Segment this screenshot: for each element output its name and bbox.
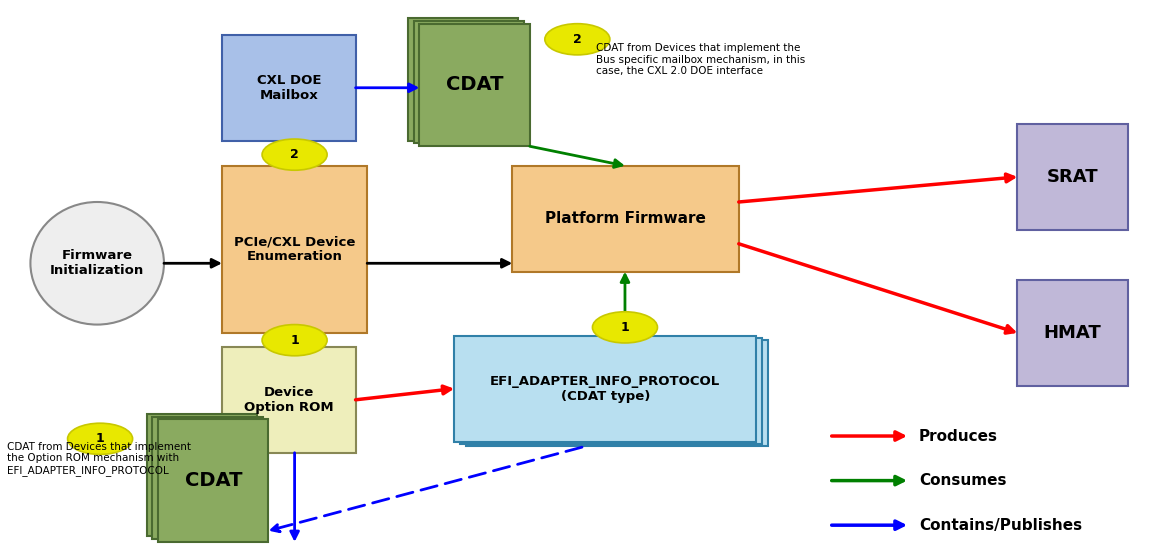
Circle shape (262, 325, 327, 356)
Circle shape (545, 24, 610, 55)
Text: Produces: Produces (918, 428, 998, 444)
Bar (1017, 124, 1128, 230)
Text: PCIe/CXL Device
Enumeration: PCIe/CXL Device Enumeration (234, 235, 355, 263)
Text: CXL DOE
Mailbox: CXL DOE Mailbox (256, 74, 321, 102)
Bar (222, 347, 355, 452)
Bar (152, 417, 263, 539)
Bar (222, 166, 367, 333)
Bar (158, 419, 269, 542)
Bar (147, 414, 257, 536)
Bar (454, 336, 757, 442)
Text: 1: 1 (95, 432, 105, 445)
Circle shape (592, 312, 658, 343)
Text: SRAT: SRAT (1046, 168, 1099, 186)
Text: CDAT: CDAT (185, 471, 242, 490)
Text: Firmware
Initialization: Firmware Initialization (50, 249, 144, 277)
Text: 1: 1 (620, 321, 630, 334)
Text: CDAT: CDAT (446, 76, 503, 95)
Text: 2: 2 (573, 33, 582, 46)
Text: Contains/Publishes: Contains/Publishes (918, 517, 1081, 533)
Text: 1: 1 (290, 334, 299, 347)
Text: CDAT from Devices that implement
the Option ROM mechanism with
EFI_ADAPTER_INFO_: CDAT from Devices that implement the Opt… (7, 442, 191, 475)
Text: 2: 2 (290, 148, 299, 161)
Text: HMAT: HMAT (1044, 324, 1101, 342)
Circle shape (68, 423, 133, 454)
Bar (466, 340, 768, 446)
Text: Consumes: Consumes (918, 473, 1006, 488)
Bar (222, 35, 355, 141)
Bar (1017, 280, 1128, 386)
Bar (407, 18, 518, 141)
Bar (512, 166, 739, 272)
Text: CDAT from Devices that implement the
Bus specific mailbox mechanism, in this
cas: CDAT from Devices that implement the Bus… (596, 43, 805, 76)
Bar (460, 338, 762, 444)
Bar (413, 21, 524, 143)
Text: Device
Option ROM: Device Option ROM (244, 386, 334, 414)
Ellipse shape (30, 202, 164, 325)
Circle shape (262, 139, 327, 170)
Text: EFI_ADAPTER_INFO_PROTOCOL
(CDAT type): EFI_ADAPTER_INFO_PROTOCOL (CDAT type) (490, 375, 721, 403)
Bar (419, 24, 530, 146)
Text: Platform Firmware: Platform Firmware (545, 211, 707, 226)
